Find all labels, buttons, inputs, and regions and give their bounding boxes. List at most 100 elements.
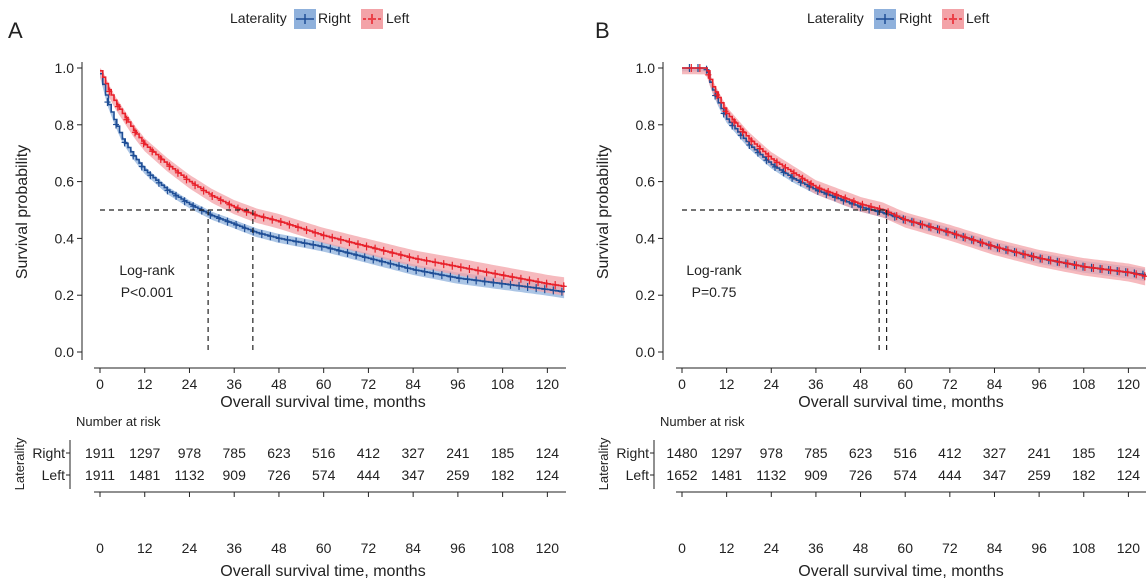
y-axis-title: Survival probability [595, 145, 612, 279]
risk-row-label: Left [626, 467, 649, 483]
risk-x-tick-label: 84 [405, 540, 421, 556]
risk-value: 726 [267, 467, 291, 483]
risk-value: 412 [357, 445, 381, 461]
y-tick-label: 0.8 [636, 117, 656, 133]
risk-value: 444 [938, 467, 962, 483]
x-tick-label: 12 [137, 376, 153, 392]
censor-marks-left [106, 87, 567, 291]
risk-value: 182 [1072, 467, 1096, 483]
y-tick-label: 0.0 [636, 344, 656, 360]
risk-value: 1652 [666, 467, 697, 483]
risk-x-tick-label: 0 [678, 540, 686, 556]
risk-row-label: Left [42, 467, 65, 483]
risk-x-tick-label: 60 [316, 540, 332, 556]
risk-value: 241 [446, 445, 470, 461]
y-tick-label: 0.2 [636, 287, 656, 303]
risk-value: 444 [357, 467, 381, 483]
risk-value: 785 [223, 445, 247, 461]
x-tick-label: 72 [361, 376, 377, 392]
x-tick-label: 96 [1031, 376, 1047, 392]
risk-table-title: Number at risk [660, 414, 745, 429]
risk-value: 1132 [756, 467, 786, 483]
risk-value: 785 [804, 445, 828, 461]
logrank-label: Log-rank [686, 262, 742, 278]
x-tick-label: 96 [450, 376, 466, 392]
legend-a-title: Laterality [230, 10, 287, 26]
censor-marks-right [104, 98, 565, 296]
risk-x-axis-title: Overall survival time, months [798, 563, 1003, 580]
risk-row-label: Right [32, 445, 65, 461]
risk-table-ylabel: Laterality [596, 437, 611, 490]
risk-x-tick-label: 72 [361, 540, 377, 556]
y-tick-label: 0.4 [636, 230, 656, 246]
risk-value: 327 [983, 445, 1007, 461]
x-axis-title: Overall survival time, months [798, 394, 1003, 411]
risk-value: 124 [536, 445, 560, 461]
risk-value: 978 [178, 445, 202, 461]
risk-x-tick-label: 108 [1072, 540, 1096, 556]
risk-value: 623 [267, 445, 291, 461]
ci-band-right [100, 70, 565, 299]
risk-value: 347 [983, 467, 1007, 483]
risk-value: 124 [1117, 467, 1141, 483]
legend-b-right-label: Right [899, 10, 932, 26]
risk-value: 327 [401, 445, 425, 461]
legend-a-left-label: Left [386, 10, 409, 26]
y-tick-label: 1.0 [636, 60, 656, 76]
risk-x-tick-label: 48 [271, 540, 287, 556]
risk-x-tick-label: 24 [182, 540, 198, 556]
km-curve-right [100, 72, 565, 293]
risk-table-title: Number at risk [76, 414, 161, 429]
risk-x-tick-label: 36 [808, 540, 824, 556]
risk-x-axis-title: Overall survival time, months [220, 563, 425, 580]
risk-x-tick-label: 12 [137, 540, 153, 556]
risk-value: 185 [491, 445, 515, 461]
risk-row-label: Right [616, 445, 649, 461]
legend-a-right-label: Right [318, 10, 351, 26]
x-tick-label: 0 [678, 376, 686, 392]
x-axis-title: Overall survival time, months [220, 394, 425, 411]
risk-value: 516 [312, 445, 336, 461]
panel-label-b: B [595, 18, 610, 43]
y-tick-label: 0.6 [636, 174, 656, 190]
risk-table-a: Number at risk Laterality Right 1911 1297 978… [12, 414, 566, 580]
x-tick-label: 72 [942, 376, 958, 392]
censor-marks-left [688, 64, 1147, 281]
risk-x-tick-label: 72 [942, 540, 958, 556]
risk-table-ylabel: Laterality [12, 437, 27, 490]
risk-value: 574 [894, 467, 918, 483]
x-tick-label: 0 [96, 376, 104, 392]
risk-x-tick-label: 96 [450, 540, 466, 556]
risk-value: 1911 [85, 467, 115, 483]
risk-x-tick-label: 108 [491, 540, 515, 556]
risk-x-tick-label: 36 [226, 540, 242, 556]
panel-a: 0.0 0.2 0.4 0.6 0.8 1.0 0 12 24 36 48 60 72 84 96 108 12… [12, 60, 567, 580]
x-tick-label: 84 [987, 376, 1003, 392]
panel-b: 0.0 0.2 0.4 0.6 0.8 1.0 0 12 24 36 48 60 72 84 96 108 12… [595, 60, 1147, 580]
km-curve-left [682, 67, 1146, 277]
y-axis-title: Survival probability [14, 145, 31, 279]
km-curve-right [682, 67, 1146, 276]
risk-x-tick-label: 120 [1117, 540, 1141, 556]
risk-value: 259 [446, 467, 470, 483]
x-tick-label: 120 [1117, 376, 1141, 392]
risk-x-tick-label: 84 [987, 540, 1003, 556]
risk-value: 1297 [711, 445, 742, 461]
risk-value: 623 [849, 445, 873, 461]
x-tick-label: 36 [808, 376, 824, 392]
risk-x-tick-label: 0 [96, 540, 104, 556]
risk-x-tick-label: 48 [853, 540, 869, 556]
logrank-pvalue: P<0.001 [121, 284, 174, 300]
risk-value: 978 [760, 445, 784, 461]
risk-value: 124 [536, 467, 560, 483]
risk-value: 1911 [85, 445, 115, 461]
legend-b-title: Laterality [807, 10, 864, 26]
risk-x-tick-label: 120 [536, 540, 560, 556]
risk-x-tick-label: 60 [897, 540, 913, 556]
x-tick-label: 60 [897, 376, 913, 392]
risk-value: 909 [223, 467, 247, 483]
km-curve-left [100, 70, 565, 287]
x-tick-label: 48 [271, 376, 287, 392]
panel-label-a: A [8, 18, 23, 43]
